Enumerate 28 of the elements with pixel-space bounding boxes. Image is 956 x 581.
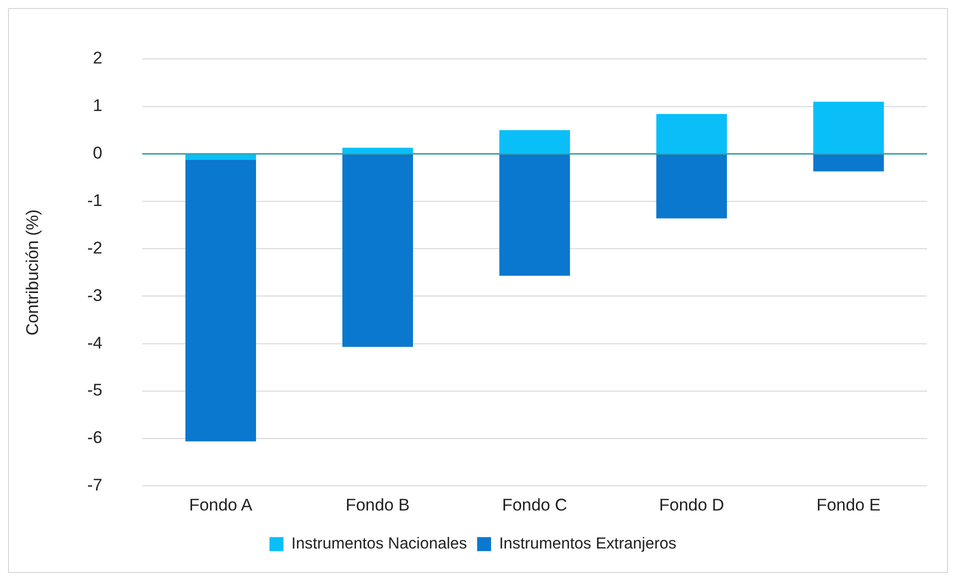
bar: [342, 148, 413, 154]
y-tick-label: 0: [92, 144, 102, 163]
bar: [185, 160, 256, 442]
bar: [813, 154, 884, 172]
bar: [499, 154, 570, 276]
y-tick-label: 1: [92, 96, 102, 116]
y-tick-label: -4: [87, 333, 102, 352]
y-tick-label: -1: [87, 191, 102, 210]
x-tick-label: Fondo B: [346, 496, 410, 515]
bar: [656, 114, 727, 154]
bar: [656, 154, 727, 218]
y-axis-title: Contribución (%): [22, 209, 42, 336]
y-tick-label: -3: [87, 286, 102, 305]
x-tick-label: Fondo A: [189, 496, 253, 515]
legend-label: Instrumentos Extranjeros: [499, 536, 676, 552]
y-tick-label: -2: [87, 238, 102, 258]
y-tick-label: -6: [87, 428, 102, 448]
x-tick-label: Fondo D: [659, 496, 724, 515]
x-tick-label: Fondo C: [502, 496, 568, 515]
bar: [499, 130, 570, 154]
x-tick-label: Fondo E: [816, 496, 881, 515]
bar: [342, 154, 413, 347]
y-tick-label: -5: [87, 380, 102, 400]
y-tick-label: 2: [92, 48, 102, 68]
bar: [185, 154, 256, 160]
y-tick-label: -7: [87, 476, 102, 495]
legend-label: Instrumentos Nacionales: [291, 536, 467, 552]
bar: [813, 102, 884, 154]
